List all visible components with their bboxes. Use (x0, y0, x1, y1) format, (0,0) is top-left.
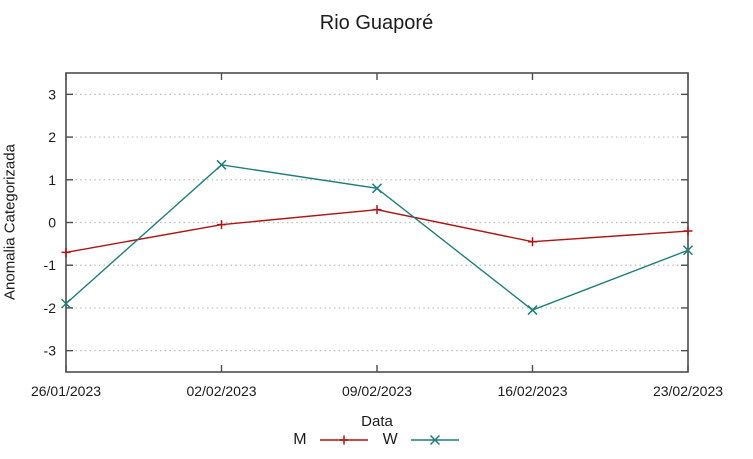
y-tick-label-3: 3 (48, 86, 56, 102)
legend-label-W: W (382, 431, 398, 448)
x-tick-label-2: 09/02/2023 (342, 383, 412, 399)
series-M-marker-1 (217, 220, 226, 230)
y-tick-label-2: 2 (48, 129, 56, 145)
series-W-marker-0 (60, 298, 72, 309)
x-tick-label-0: 26/01/2023 (31, 383, 101, 399)
y-tick-label-1: 1 (48, 172, 56, 188)
x-tick-label-1: 02/02/2023 (186, 383, 256, 399)
legend-label-M: M (293, 431, 307, 448)
series-M-marker-2 (372, 205, 382, 215)
series-M-marker-0 (61, 247, 71, 257)
series-M-marker-4 (683, 226, 693, 236)
x-axis-label: Data (361, 413, 393, 430)
legend-sample-M (319, 435, 368, 445)
x-tick-label-4: 23/02/2023 (653, 383, 723, 399)
series-M-line (65, 208, 689, 254)
y-tick-label-0: 0 (48, 215, 56, 231)
y-tick-label--1: -1 (44, 257, 57, 273)
y-tick-label--3: -3 (44, 343, 57, 359)
series-W-marker-2 (371, 183, 383, 194)
series-W-marker-1 (216, 159, 227, 170)
legend-entry-W: W (383, 431, 460, 449)
legend-entry-M: M (293, 431, 368, 449)
series-W-marker-4 (682, 245, 694, 256)
chart-title: Rio Guaporé (319, 12, 434, 34)
x-tick-label-3: 16/02/2023 (497, 383, 567, 399)
series-M-marker-3 (528, 237, 537, 247)
series-W-marker-3 (527, 305, 538, 316)
y-tick-label--2: -2 (44, 300, 57, 316)
legend-sample-W (410, 434, 459, 446)
